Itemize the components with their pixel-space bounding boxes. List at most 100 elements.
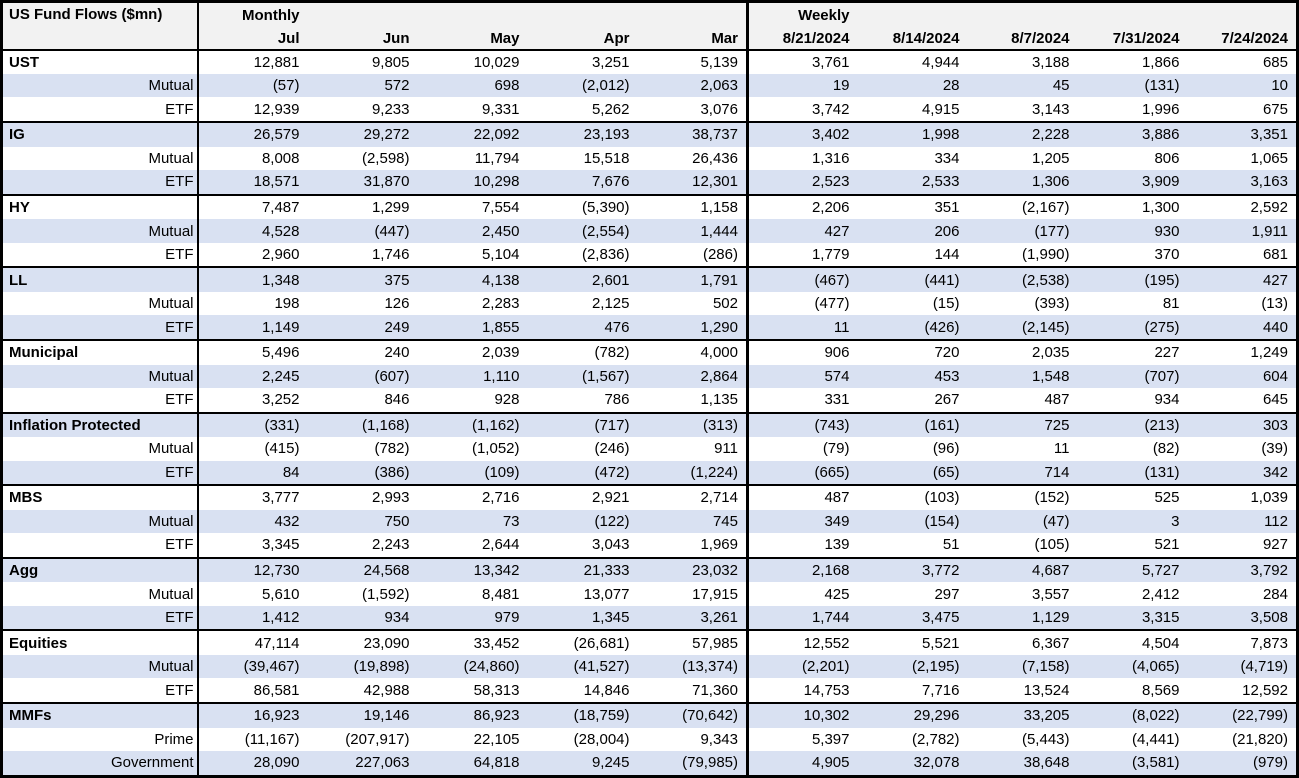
row-label-sub: Mutual bbox=[1, 582, 199, 606]
data-cell-monthly: 572 bbox=[307, 74, 418, 98]
row-label-section: MMFs bbox=[1, 701, 199, 728]
table-row: Mutual 5,610 (1,592) 8,481 13,077 17,915 425 29… bbox=[1, 582, 1298, 606]
data-cell-monthly: 11,794 bbox=[474, 149, 520, 167]
data-cell-weekly: (2,195) bbox=[857, 655, 968, 679]
row-label-section: MBS bbox=[1, 484, 199, 510]
data-cell-monthly: 1,149 bbox=[197, 315, 308, 340]
header-spacer bbox=[857, 1, 968, 28]
data-cell-weekly: 4,687 bbox=[967, 556, 1078, 583]
data-cell-monthly: 240 bbox=[307, 338, 418, 365]
data-cell-weekly: (7,158) bbox=[967, 655, 1078, 679]
data-cell-weekly: (275) bbox=[1077, 315, 1188, 340]
data-cell-weekly: 675 bbox=[1262, 100, 1288, 118]
data-cell-monthly: 23,032 bbox=[637, 556, 748, 583]
data-cell-monthly: 2,993 bbox=[307, 484, 418, 510]
data-cell-monthly: 21,333 bbox=[527, 556, 638, 583]
data-cell-weekly: 342 bbox=[1187, 460, 1298, 486]
table-row: ETF 1,149 249 1,855 476 1,290 11 (426) (2,145) (2… bbox=[1, 315, 1298, 340]
data-cell-weekly: 2,206 bbox=[746, 193, 858, 220]
data-cell-monthly: 1,444 bbox=[637, 219, 748, 243]
column-header-week: 8/21/2024 bbox=[746, 27, 858, 51]
table-row: ETF 3,345 2,243 2,644 3,043 1,969 139 51 (105) 52… bbox=[1, 533, 1298, 558]
data-cell-monthly: 22,105 bbox=[473, 730, 520, 748]
data-cell-monthly: 9,805 bbox=[307, 48, 418, 75]
data-cell-monthly: 31,870 bbox=[307, 170, 418, 195]
data-cell-monthly: 58,313 bbox=[473, 681, 520, 699]
data-cell-weekly: (4,441) bbox=[1131, 730, 1180, 748]
row-label-section: LL bbox=[1, 266, 199, 292]
data-cell-weekly: 11 bbox=[746, 315, 858, 340]
data-cell-monthly: (57) bbox=[197, 74, 308, 98]
data-cell-weekly: 3,163 bbox=[1187, 170, 1298, 195]
data-cell-monthly: 2,644 bbox=[481, 536, 520, 554]
data-cell-monthly: 1,969 bbox=[700, 536, 738, 554]
row-label-section: Agg bbox=[1, 556, 199, 583]
data-cell-weekly: (441) bbox=[857, 266, 968, 292]
table-row: Municipal 5,496 240 2,039 (782) 4,000 906 720 2,… bbox=[1, 338, 1298, 365]
data-cell-monthly: 15,518 bbox=[583, 149, 630, 167]
row-label-section: HY bbox=[1, 193, 199, 220]
row-label-sub: ETF bbox=[1, 387, 199, 413]
table-row: Mutual 8,008 (2,598) 11,794 15,518 26,436 1,31… bbox=[1, 146, 1298, 171]
data-cell-weekly: 487 bbox=[1044, 391, 1070, 409]
data-cell-monthly: 227,063 bbox=[307, 750, 418, 777]
column-header-week: 8/7/2024 bbox=[967, 27, 1078, 51]
data-cell-monthly: (1,162) bbox=[417, 411, 528, 438]
data-cell-weekly: 3,557 bbox=[1031, 585, 1070, 603]
data-cell-monthly: 2,245 bbox=[197, 364, 308, 388]
data-cell-weekly: 139 bbox=[746, 533, 858, 558]
data-cell-monthly: 2,864 bbox=[637, 364, 748, 388]
data-cell-weekly: (39) bbox=[1261, 440, 1288, 458]
data-cell-monthly: 23,193 bbox=[527, 121, 638, 147]
data-cell-weekly: 1,996 bbox=[1141, 100, 1180, 118]
data-cell-weekly: 1,306 bbox=[967, 170, 1078, 195]
data-cell-weekly: 645 bbox=[1262, 391, 1288, 409]
data-cell-weekly: (393) bbox=[1034, 295, 1070, 313]
data-cell-monthly: 979 bbox=[417, 605, 528, 631]
data-cell-weekly: (5,443) bbox=[1021, 730, 1070, 748]
data-cell-weekly: 4,504 bbox=[1077, 629, 1188, 656]
data-cell-monthly: (415) bbox=[264, 440, 300, 458]
data-cell-weekly: 4,905 bbox=[746, 750, 858, 777]
column-header-week: 7/31/2024 bbox=[1077, 27, 1188, 51]
data-cell-weekly: 3,188 bbox=[967, 48, 1078, 75]
table-row: Mutual 4,528 (447) 2,450 (2,554) 1,444 427 206(… bbox=[1, 219, 1298, 243]
table-row: Equities 47,114 23,090 33,452 (26,681) 57,985… bbox=[1, 629, 1298, 656]
data-cell-weekly: (96) bbox=[932, 440, 960, 458]
table-row: ETF 86,581 42,988 58,313 14,846 71,360 14,753 7… bbox=[1, 678, 1298, 703]
data-cell-monthly: 9,343 bbox=[700, 730, 738, 748]
row-label-section: Equities bbox=[1, 629, 199, 656]
data-cell-weekly: 334 bbox=[934, 149, 960, 167]
data-cell-weekly: 1,998 bbox=[857, 121, 968, 147]
data-cell-weekly: 12,592 bbox=[1242, 681, 1288, 699]
data-cell-monthly: 18,571 bbox=[197, 170, 308, 195]
data-cell-weekly: 5,521 bbox=[857, 629, 968, 656]
data-cell-monthly: 71,360 bbox=[692, 681, 738, 699]
row-label-sub: Mutual bbox=[1, 74, 199, 98]
data-cell-weekly: 440 bbox=[1187, 315, 1298, 340]
row-label-sub: Mutual bbox=[1, 655, 199, 679]
data-cell-weekly: 1,866 bbox=[1077, 48, 1188, 75]
table-row: Mutual 198 126 2,283 2,125 502 (477) (15) (393) 8… bbox=[1, 291, 1298, 316]
row-label-section: UST bbox=[1, 48, 199, 75]
data-cell-weekly: 2,168 bbox=[746, 556, 858, 583]
data-cell-weekly: 4,944 bbox=[857, 48, 968, 75]
data-cell-weekly: (154) bbox=[857, 509, 968, 534]
data-cell-monthly: 23,090 bbox=[307, 629, 418, 656]
data-cell-monthly: 2,450 bbox=[417, 219, 528, 243]
row-label-sub: ETF bbox=[1, 170, 199, 195]
data-cell-monthly: (1,224) bbox=[637, 460, 748, 486]
data-cell-weekly: 725 bbox=[967, 411, 1078, 438]
data-cell-monthly: 1,345 bbox=[527, 605, 638, 631]
data-cell-weekly: 3,886 bbox=[1077, 121, 1188, 147]
data-cell-monthly: 8,481 bbox=[481, 585, 520, 603]
data-cell-monthly: 1,746 bbox=[371, 246, 410, 263]
data-cell-weekly: 487 bbox=[746, 484, 858, 510]
column-header-week: 7/24/2024 bbox=[1187, 27, 1298, 51]
data-cell-monthly: 13,077 bbox=[583, 585, 630, 603]
row-label-sub: Mutual bbox=[1, 291, 199, 316]
data-cell-weekly: (79) bbox=[746, 437, 858, 461]
table-row: Agg 12,730 24,568 13,342 21,333 23,032 2,168 3,… bbox=[1, 556, 1298, 583]
row-label-sub: ETF bbox=[1, 315, 199, 340]
